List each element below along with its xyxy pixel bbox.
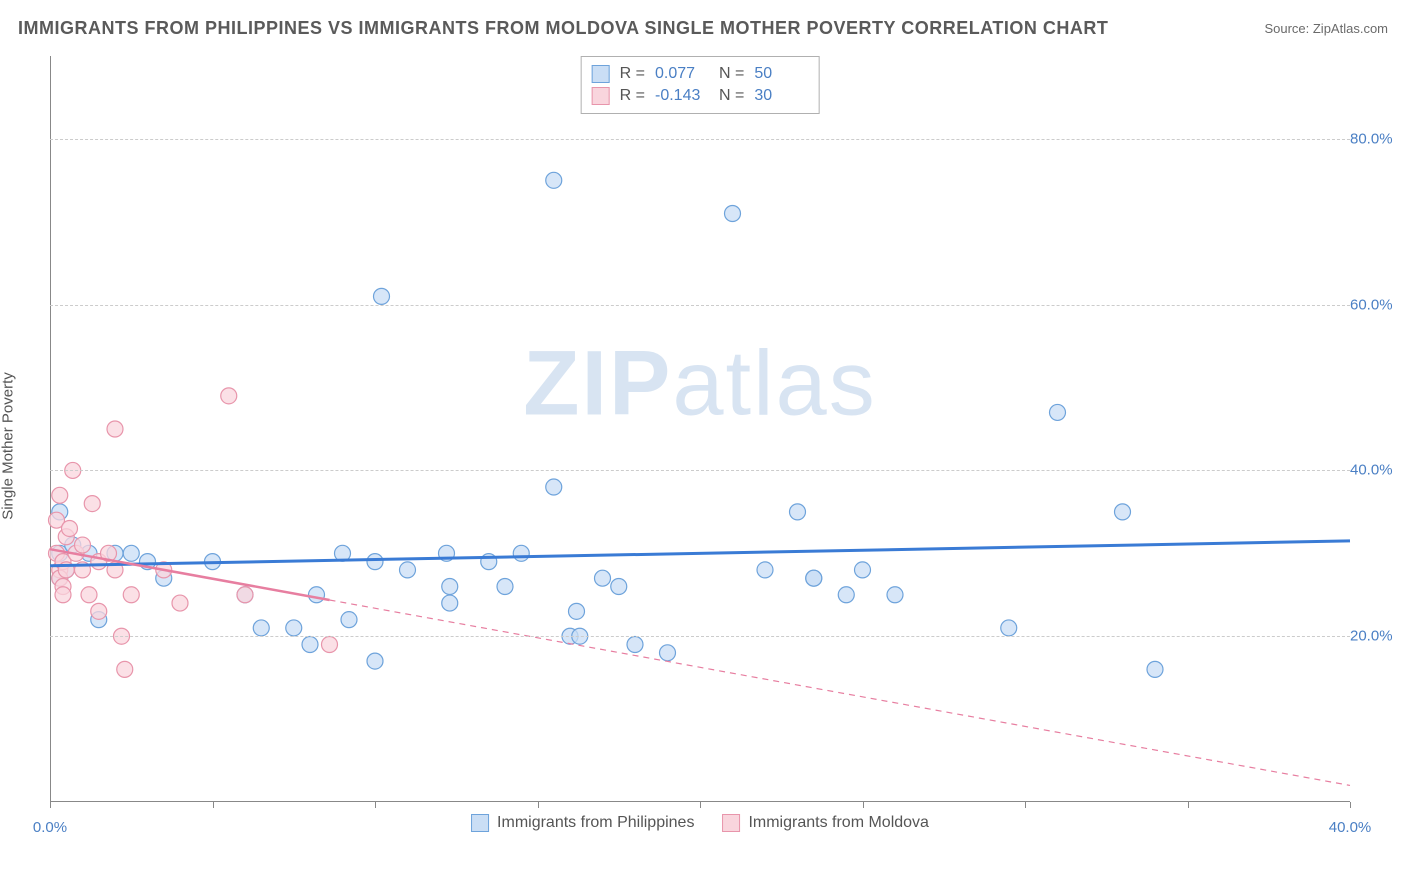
legend-label-0: Immigrants from Philippines: [497, 814, 694, 832]
y-tick-label: 80.0%: [1350, 130, 1400, 147]
source-label: Source: ZipAtlas.com: [1264, 21, 1388, 36]
stat-r-label-1: R =: [620, 87, 645, 105]
data-point: [513, 545, 529, 561]
legend-label-1: Immigrants from Moldova: [748, 814, 929, 832]
data-point: [838, 587, 854, 603]
swatch-moldova: [592, 87, 610, 105]
data-point: [172, 595, 188, 611]
data-point: [627, 637, 643, 653]
y-tick-label: 40.0%: [1350, 462, 1400, 479]
data-point: [75, 537, 91, 553]
data-point: [253, 620, 269, 636]
data-point: [611, 578, 627, 594]
data-point: [497, 578, 513, 594]
stats-row-0: R = 0.077 N = 50: [592, 63, 809, 85]
data-point: [52, 487, 68, 503]
legend-item-0: Immigrants from Philippines: [471, 814, 694, 832]
stat-r-val-1: -0.143: [655, 87, 709, 105]
data-point: [55, 587, 71, 603]
data-point: [595, 570, 611, 586]
data-point: [286, 620, 302, 636]
gridline: [50, 470, 1350, 471]
stats-row-1: R = -0.143 N = 30: [592, 85, 809, 107]
data-point: [400, 562, 416, 578]
data-point: [374, 288, 390, 304]
data-point: [123, 587, 139, 603]
data-point: [1050, 404, 1066, 420]
stat-n-label-1: N =: [719, 87, 744, 105]
data-point: [84, 496, 100, 512]
data-point: [309, 587, 325, 603]
x-tick: [50, 802, 51, 808]
data-point: [757, 562, 773, 578]
data-point: [237, 587, 253, 603]
data-point: [855, 562, 871, 578]
stat-n-val-0: 50: [754, 65, 808, 83]
data-point: [660, 645, 676, 661]
data-point: [91, 603, 107, 619]
x-tick-label: 40.0%: [1329, 819, 1372, 836]
x-tick: [700, 802, 701, 808]
x-tick: [1350, 802, 1351, 808]
x-tick-label: 0.0%: [33, 819, 67, 836]
x-tick: [863, 802, 864, 808]
data-point: [1115, 504, 1131, 520]
plot-area: ZIPatlas R = 0.077 N = 50 R = -0.143 N =…: [50, 56, 1350, 836]
legend-item-1: Immigrants from Moldova: [722, 814, 929, 832]
y-axis-label: Single Mother Poverty: [0, 372, 17, 520]
legend-swatch-0: [471, 814, 489, 832]
data-point: [341, 612, 357, 628]
gridline: [50, 636, 1350, 637]
data-point: [546, 172, 562, 188]
stat-r-val-0: 0.077: [655, 65, 709, 83]
data-point: [569, 603, 585, 619]
gridline: [50, 139, 1350, 140]
data-point: [806, 570, 822, 586]
data-point: [1147, 661, 1163, 677]
data-point: [442, 578, 458, 594]
x-tick: [213, 802, 214, 808]
gridline: [50, 305, 1350, 306]
stat-n-label-0: N =: [719, 65, 744, 83]
x-tick: [1025, 802, 1026, 808]
legend-swatch-1: [722, 814, 740, 832]
y-tick-label: 20.0%: [1350, 628, 1400, 645]
x-tick: [375, 802, 376, 808]
data-point: [302, 637, 318, 653]
bottom-legend: Immigrants from Philippines Immigrants f…: [471, 814, 929, 832]
stats-box: R = 0.077 N = 50 R = -0.143 N = 30: [581, 56, 820, 114]
data-point: [442, 595, 458, 611]
chart-svg: [50, 56, 1350, 836]
data-point: [367, 653, 383, 669]
stat-n-val-1: 30: [754, 87, 808, 105]
data-point: [546, 479, 562, 495]
y-tick-label: 60.0%: [1350, 296, 1400, 313]
data-point: [322, 637, 338, 653]
data-point: [1001, 620, 1017, 636]
trend-line-dashed: [330, 600, 1351, 785]
data-point: [117, 661, 133, 677]
data-point: [62, 520, 78, 536]
x-tick: [538, 802, 539, 808]
title-bar: IMMIGRANTS FROM PHILIPPINES VS IMMIGRANT…: [18, 18, 1388, 39]
data-point: [887, 587, 903, 603]
data-point: [107, 421, 123, 437]
data-point: [790, 504, 806, 520]
data-point: [367, 554, 383, 570]
trend-line: [50, 541, 1350, 566]
data-point: [725, 205, 741, 221]
chart-title: IMMIGRANTS FROM PHILIPPINES VS IMMIGRANT…: [18, 18, 1108, 39]
x-tick: [1188, 802, 1189, 808]
data-point: [221, 388, 237, 404]
stat-r-label-0: R =: [620, 65, 645, 83]
data-point: [123, 545, 139, 561]
swatch-philippines: [592, 65, 610, 83]
data-point: [81, 587, 97, 603]
